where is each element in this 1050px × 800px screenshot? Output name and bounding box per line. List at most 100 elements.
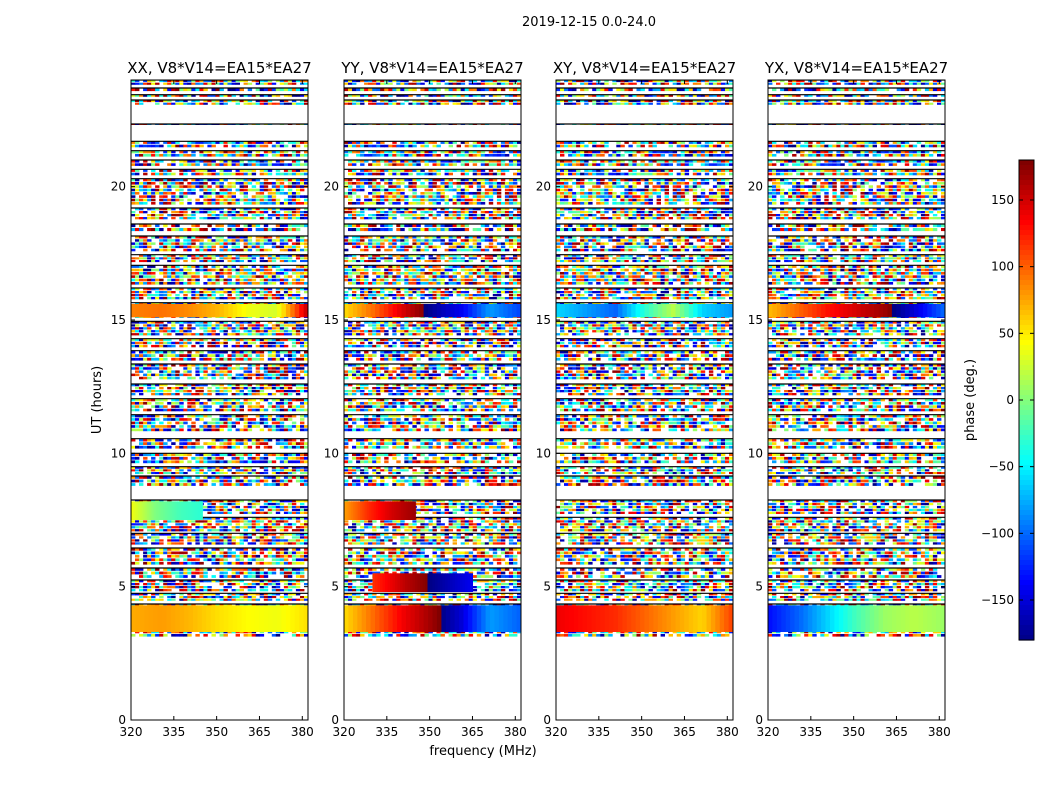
colorbar-swatch bbox=[1019, 460, 1034, 466]
colorbar-tick-label: 50 bbox=[999, 326, 1014, 340]
x-tick-label: 335 bbox=[162, 725, 185, 739]
x-tick-label: 335 bbox=[799, 725, 822, 739]
panel-title: XY, V8*V14=EA15*EA27 bbox=[553, 59, 736, 77]
panel-yx: YX, V8*V14=EA15*EA27 320 335 350 365 380 0 5 10 1… bbox=[748, 59, 951, 739]
colorbar-swatch bbox=[1019, 210, 1034, 216]
colorbar-swatch bbox=[1019, 530, 1034, 536]
colorbar-swatch bbox=[1019, 350, 1034, 356]
colorbar-swatch bbox=[1019, 455, 1034, 461]
colorbar-swatch bbox=[1019, 625, 1034, 631]
colorbar-tick-label: 100 bbox=[991, 260, 1014, 274]
colorbar-swatch bbox=[1019, 380, 1034, 386]
colorbar-swatch bbox=[1019, 620, 1034, 626]
colorbar-tick-label: 150 bbox=[991, 193, 1014, 207]
y-tick-label: 0 bbox=[755, 713, 763, 727]
colorbar-swatch bbox=[1019, 170, 1034, 176]
x-tick-label: 365 bbox=[461, 725, 484, 739]
colorbar-swatch bbox=[1019, 605, 1034, 611]
colorbar-swatch bbox=[1019, 585, 1034, 591]
figure-suptitle: 2019-12-15 0.0-24.0 bbox=[522, 15, 656, 30]
panel-frame bbox=[767, 79, 946, 721]
x-tick-label: 365 bbox=[248, 725, 271, 739]
x-tick-label: 380 bbox=[291, 725, 314, 739]
colorbar-tick-label: −150 bbox=[981, 593, 1014, 607]
y-tick-label: 15 bbox=[536, 313, 551, 327]
colorbar-swatch bbox=[1019, 615, 1034, 621]
x-axis-label: frequency (MHz) bbox=[429, 744, 536, 759]
colorbar-swatch bbox=[1019, 405, 1034, 411]
panels-group: XX, V8*V14=EA15*EA27 320 335 350 365 380 0 5 10 1… bbox=[111, 59, 951, 739]
colorbar-swatch bbox=[1019, 375, 1034, 381]
panel-frame bbox=[555, 79, 734, 721]
x-tick-label: 350 bbox=[630, 725, 653, 739]
colorbar-swatch bbox=[1019, 365, 1034, 371]
y-tick-label: 0 bbox=[543, 713, 551, 727]
colorbar: 150 100 50 0 −50 −100 −150 bbox=[981, 159, 1035, 641]
y-axis-label: UT (hours) bbox=[90, 366, 105, 434]
colorbar-swatch bbox=[1019, 565, 1034, 571]
colorbar-swatch bbox=[1019, 505, 1034, 511]
colorbar-swatch bbox=[1019, 395, 1034, 401]
y-tick-label: 5 bbox=[331, 580, 339, 594]
colorbar-swatch bbox=[1019, 500, 1034, 506]
y-tick-label: 5 bbox=[755, 580, 763, 594]
colorbar-swatch bbox=[1019, 205, 1034, 211]
colorbar-swatch bbox=[1019, 325, 1034, 331]
colorbar-swatch bbox=[1019, 175, 1034, 181]
colorbar-swatch bbox=[1019, 630, 1034, 636]
colorbar-swatch bbox=[1019, 495, 1034, 501]
panel-image bbox=[344, 80, 521, 637]
y-tick-label: 10 bbox=[111, 446, 126, 460]
colorbar-swatch bbox=[1019, 520, 1034, 526]
y-tick-label: 15 bbox=[324, 313, 339, 327]
colorbar-label: phase (deg.) bbox=[963, 359, 978, 441]
colorbar-swatch bbox=[1019, 270, 1034, 276]
colorbar-swatch bbox=[1019, 215, 1034, 221]
colorbar-swatch bbox=[1019, 400, 1034, 406]
colorbar-swatch bbox=[1019, 445, 1034, 451]
colorbar-swatch bbox=[1019, 255, 1034, 261]
colorbar-swatch bbox=[1019, 420, 1034, 426]
colorbar-swatch bbox=[1019, 360, 1034, 366]
colorbar-tick-label: 0 bbox=[1006, 393, 1014, 407]
colorbar-swatch bbox=[1019, 285, 1034, 291]
x-tick-label: 380 bbox=[504, 725, 527, 739]
colorbar-swatch bbox=[1019, 335, 1034, 341]
colorbar-swatch bbox=[1019, 200, 1034, 206]
colorbar-swatch bbox=[1019, 345, 1034, 351]
colorbar-swatch bbox=[1019, 370, 1034, 376]
x-tick-label: 350 bbox=[418, 725, 441, 739]
x-tick-label: 320 bbox=[545, 725, 568, 739]
colorbar-swatch bbox=[1019, 510, 1034, 516]
colorbar-swatch bbox=[1019, 470, 1034, 476]
colorbar-swatch bbox=[1019, 515, 1034, 521]
colorbar-swatch bbox=[1019, 475, 1034, 481]
colorbar-swatch bbox=[1019, 580, 1034, 586]
y-tick-label: 5 bbox=[118, 580, 126, 594]
colorbar-swatch bbox=[1019, 315, 1034, 321]
colorbar-swatch bbox=[1019, 535, 1034, 541]
y-tick-label: 5 bbox=[543, 580, 551, 594]
x-tick-label: 320 bbox=[333, 725, 356, 739]
panel-frame bbox=[130, 79, 309, 721]
colorbar-swatch bbox=[1019, 635, 1034, 641]
panel-title: XX, V8*V14=EA15*EA27 bbox=[127, 59, 311, 77]
panel-title: YY, V8*V14=EA15*EA27 bbox=[340, 59, 523, 77]
colorbar-swatch bbox=[1019, 220, 1034, 226]
colorbar-swatch bbox=[1019, 275, 1034, 281]
colorbar-swatch bbox=[1019, 485, 1034, 491]
y-tick-label: 0 bbox=[118, 713, 126, 727]
y-tick-label: 15 bbox=[111, 313, 126, 327]
colorbar-swatch bbox=[1019, 290, 1034, 296]
colorbar-swatch bbox=[1019, 265, 1034, 271]
panel-frame bbox=[343, 79, 522, 721]
colorbar-swatch bbox=[1019, 245, 1034, 251]
y-tick-label: 10 bbox=[748, 446, 763, 460]
colorbar-swatch bbox=[1019, 195, 1034, 201]
colorbar-swatch bbox=[1019, 300, 1034, 306]
colorbar-swatch bbox=[1019, 610, 1034, 616]
panel-image bbox=[768, 80, 945, 637]
x-tick-label: 335 bbox=[375, 725, 398, 739]
panel-xx: XX, V8*V14=EA15*EA27 320 335 350 365 380 0 5 10 1… bbox=[111, 59, 314, 739]
